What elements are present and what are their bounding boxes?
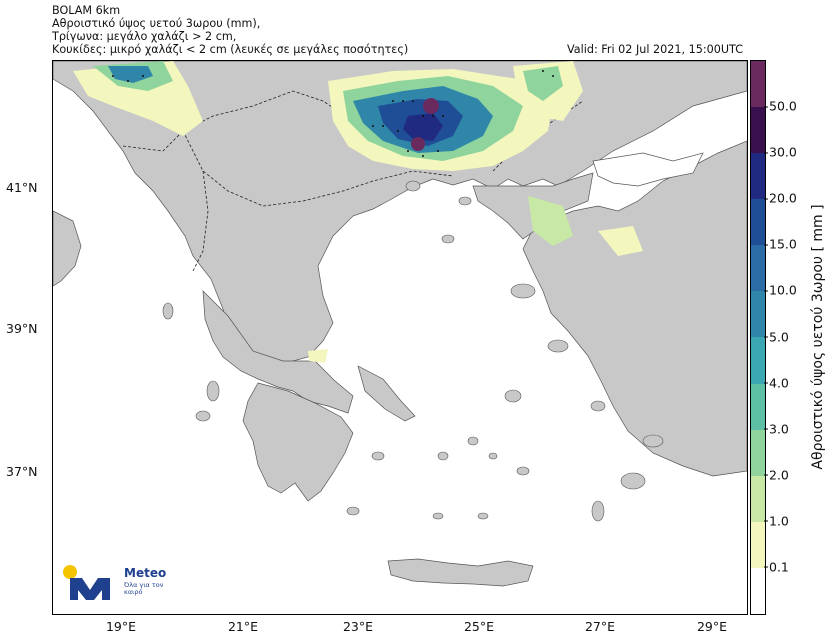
colorbar-tick-label: 10.0 bbox=[764, 282, 797, 298]
colorbar-segment bbox=[751, 429, 765, 476]
logo-brand: Meteo bbox=[124, 566, 167, 580]
colorbar-segment bbox=[751, 567, 765, 614]
map-header: BOLAM 6km Αθροιστικό ύψος υετού 3ωρου (m… bbox=[52, 4, 408, 56]
colorbar-segment bbox=[751, 291, 765, 338]
hail-dots bbox=[112, 70, 554, 157]
islands bbox=[162, 180, 664, 522]
meteo-logo: Meteo Όλα για τον καιρό bbox=[62, 562, 172, 604]
lat-label-37: 37°N bbox=[6, 464, 38, 479]
colorbar-tick-label: 20.0 bbox=[764, 190, 797, 206]
colorbar-segment bbox=[751, 521, 765, 568]
colorbar-tick-label: 30.0 bbox=[764, 144, 797, 160]
land-evia bbox=[357, 365, 416, 422]
colorbar-title: Αθροιστικό ύψος υετού 3ωρου [ mm ] bbox=[810, 204, 826, 470]
header-line-2: Αθροιστικό ύψος υετού 3ωρου (mm), bbox=[52, 17, 261, 30]
sea-marmara bbox=[592, 152, 704, 187]
land-greece-south bbox=[202, 290, 354, 414]
model-name: BOLAM 6km bbox=[52, 4, 121, 17]
lat-label-39: 39°N bbox=[6, 321, 38, 336]
lon-label-21: 21°E bbox=[227, 619, 259, 634]
colorbar-tick-label: 50.0 bbox=[764, 98, 797, 114]
colorbar-tick-label: 15.0 bbox=[764, 236, 797, 252]
lon-label-29: 29°E bbox=[696, 619, 728, 634]
lon-label-27: 27°E bbox=[584, 619, 616, 634]
colorbar-tick-label: 5.0 bbox=[764, 329, 789, 344]
colorbar-tick-label: 1.0 bbox=[764, 513, 789, 529]
header-line-4: Κουκίδες: μικρό χαλάζι < 2 cm (λευκές σε… bbox=[52, 43, 409, 56]
colorbar-segment bbox=[751, 475, 765, 522]
colorbar-segment bbox=[751, 199, 765, 246]
precip-field bbox=[73, 61, 643, 363]
meteo-logo-icon bbox=[63, 565, 110, 600]
colorbar-segment bbox=[751, 107, 765, 154]
land-turkey bbox=[522, 140, 747, 477]
colorbar-tick-label: 4.0 bbox=[764, 375, 789, 391]
colorbar-tick-label: 2.0 bbox=[764, 467, 789, 483]
lat-label-41: 41°N bbox=[6, 180, 38, 195]
colorbar-tick-label: 0.1 bbox=[764, 559, 789, 575]
land-peloponnese bbox=[242, 382, 354, 502]
lon-label-23: 23°E bbox=[342, 619, 374, 634]
lon-label-19: 19°E bbox=[105, 619, 137, 634]
colorbar-segment bbox=[751, 61, 765, 108]
colorbar-segment bbox=[751, 337, 765, 384]
land-crete bbox=[387, 558, 534, 587]
valid-time: Valid: Fri 02 Jul 2021, 15:00UTC bbox=[566, 43, 743, 56]
colorbar-segment bbox=[751, 153, 765, 200]
header-line-3: Τρίγωνα: μεγάλο χαλάζι > 2 cm, bbox=[52, 30, 237, 43]
land-italy bbox=[53, 210, 82, 287]
colorbar-tick-label: 3.0 bbox=[764, 421, 789, 437]
colorbar-segment bbox=[751, 245, 765, 292]
colorbar-segment bbox=[751, 383, 765, 430]
map-svg bbox=[53, 61, 747, 587]
logo-tagline: Όλα για τον καιρό bbox=[124, 581, 164, 596]
map-panel bbox=[52, 60, 748, 615]
colorbar bbox=[750, 60, 766, 615]
lon-label-25: 25°E bbox=[463, 619, 495, 634]
